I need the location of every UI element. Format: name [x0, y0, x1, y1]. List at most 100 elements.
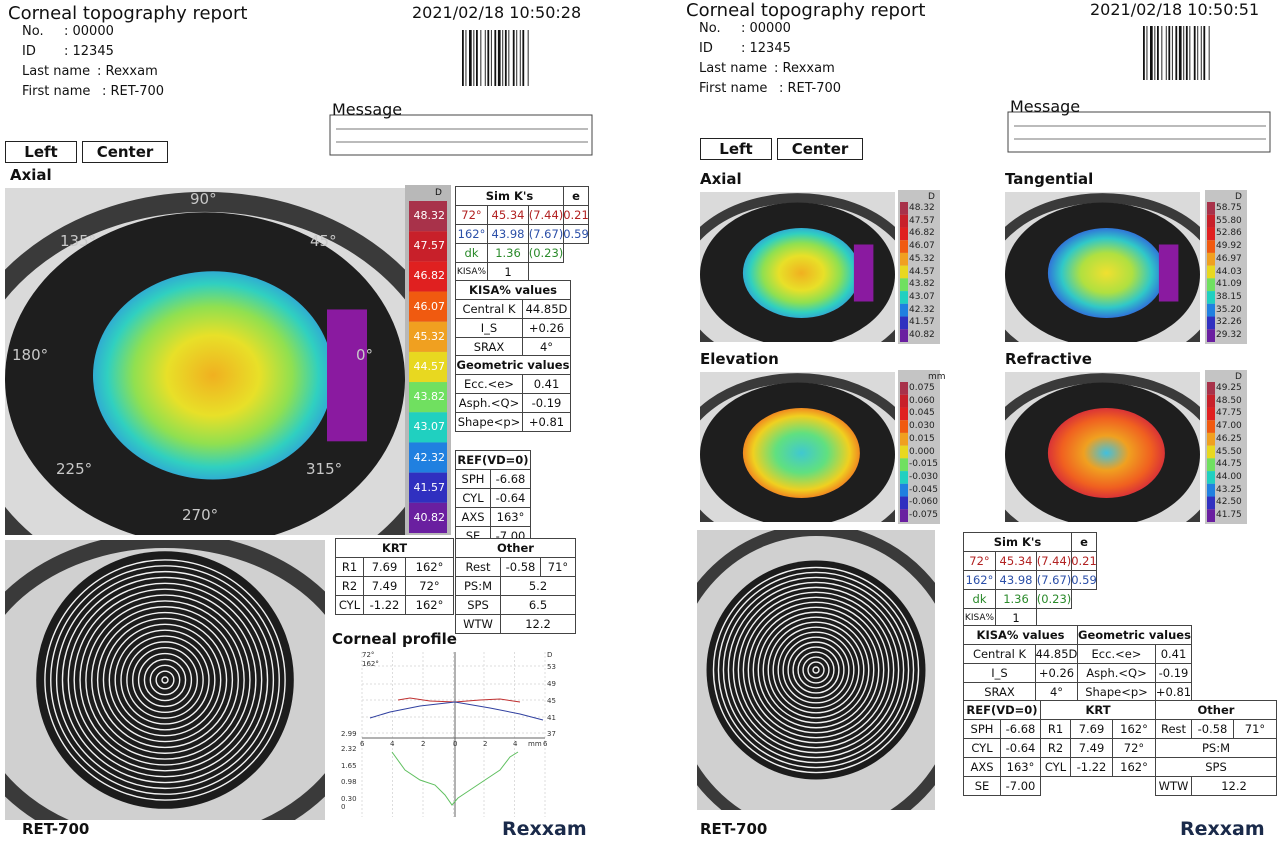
colorbar-label: 48.32 [413, 209, 446, 223]
colorbar-swatch [1207, 483, 1215, 497]
colorbar-label: 0.030 [909, 421, 935, 432]
table-cell: 7.69 [1070, 719, 1113, 739]
colorbar-label: -0.060 [909, 497, 939, 508]
table-cell: (0.23) [1036, 589, 1072, 609]
table-cell: Central K [963, 644, 1036, 664]
profile-tick: 1.65 [341, 762, 357, 770]
colorbar-label: 52.86 [1216, 228, 1242, 239]
colorbar-label: 45.32 [909, 253, 935, 264]
colorbar-label: 41.75 [1216, 510, 1242, 521]
table-cell: (0.23) [528, 243, 564, 263]
placido-ring [161, 676, 169, 684]
table-cell: 0.41 [522, 374, 571, 394]
angle-label: 315° [306, 460, 343, 478]
table-cell: (7.67) [1036, 570, 1072, 590]
table-cell: 163° [1000, 757, 1041, 777]
table-cell: -0.19 [522, 393, 571, 413]
eye-image [1005, 192, 1200, 342]
table-cell: AXS [963, 757, 1001, 777]
table-cell: +0.26 [522, 318, 571, 338]
placido-ring [792, 646, 840, 694]
colorbar-unit: D [435, 188, 442, 198]
profile-title: Corneal profile [332, 630, 457, 648]
placido-ring [85, 600, 245, 760]
barcode-bar [465, 30, 467, 86]
colorbar-swatch [900, 509, 908, 522]
table-cell: -0.19 [1155, 663, 1192, 683]
placido-ring [712, 566, 920, 774]
colorbar-swatch [1207, 509, 1215, 522]
eyelid [5, 191, 405, 535]
colorbar-label: 40.82 [413, 510, 446, 524]
barcode-bar [512, 30, 515, 86]
colorbar-label: 42.32 [909, 304, 935, 315]
barcode-bar [1197, 26, 1199, 80]
colorbar-swatch [1207, 496, 1215, 510]
colorbar-label: 49.25 [1216, 382, 1242, 393]
table-cell: Ecc.<e> [455, 374, 523, 394]
model-name: RET-700 [22, 820, 90, 838]
table-cell: CYL [455, 488, 491, 508]
table-cell: 162° [963, 570, 996, 590]
profile-tick: 4 [513, 740, 518, 748]
barcode-bar [1185, 26, 1188, 80]
table-cell: dk [455, 243, 488, 263]
barcode-bar [1146, 26, 1148, 80]
profile-tick: 45 [547, 697, 556, 705]
field-value: : 12345 [64, 44, 114, 59]
table-header: KISA% values [455, 280, 571, 300]
field-value: : 00000 [64, 24, 114, 39]
colorbar-swatch [900, 278, 908, 292]
table-cell: 6.5 [500, 595, 576, 615]
colorbar-label: 35.20 [1216, 304, 1242, 315]
colorbar-swatch [1207, 382, 1215, 395]
table-cell: SPH [455, 469, 491, 489]
colorbar-swatch [900, 316, 908, 330]
table-cell: 0.21 [563, 205, 589, 225]
placido-image [697, 530, 935, 810]
colorbar-label: 0.015 [909, 433, 935, 444]
colorbar-swatch [900, 303, 908, 317]
colorbar-swatch [900, 407, 908, 421]
table-header: Other [455, 538, 576, 558]
colorbar-label: 45.50 [1216, 446, 1242, 457]
field-label: Last name [22, 64, 91, 79]
placido-ring [91, 606, 239, 754]
placido-ring [137, 652, 193, 708]
profile-tick: 2 [483, 740, 488, 748]
eyelid [700, 373, 895, 522]
table-cell: SRAX [963, 682, 1036, 702]
profile-tick: 2.99 [341, 730, 357, 738]
color-map-edge [853, 244, 874, 302]
barcode-bar [1203, 26, 1206, 80]
table-cell: 72° [963, 551, 996, 571]
colorbar-swatch [900, 227, 908, 241]
table-cell: Shape<p> [1077, 682, 1156, 702]
map-label: Elevation [700, 350, 779, 368]
colorbar-label: -0.030 [909, 471, 939, 482]
barcode-bar [1168, 26, 1171, 80]
profile-tick: 0 [453, 740, 458, 748]
table-cell: Asph.<Q> [1077, 663, 1156, 683]
eyelid [700, 193, 895, 342]
colorbar-swatch [409, 412, 447, 443]
table-cell: 1 [487, 262, 529, 282]
colorbar-swatch [409, 231, 447, 262]
colorbar-swatch [1207, 445, 1215, 459]
barcode-bar [484, 30, 486, 86]
placido-ring [67, 582, 263, 778]
barcode-bar [516, 30, 518, 86]
table-cell: +0.81 [522, 412, 571, 432]
colorbar-label: 0.060 [909, 395, 935, 406]
table-cell: 162° [1112, 757, 1156, 777]
table-cell: -1.22 [363, 595, 406, 615]
colorbar-label: 44.03 [1216, 266, 1242, 277]
placido-ring [717, 571, 915, 769]
table-cell: 45.34 [995, 551, 1037, 571]
colorbar-swatch [409, 291, 447, 322]
placido-ring [787, 641, 845, 699]
table-cell: I_S [455, 318, 523, 338]
table-header: Other [1155, 700, 1277, 720]
table-cell: Asph.<Q> [455, 393, 523, 413]
table-cell: R2 [335, 576, 364, 596]
